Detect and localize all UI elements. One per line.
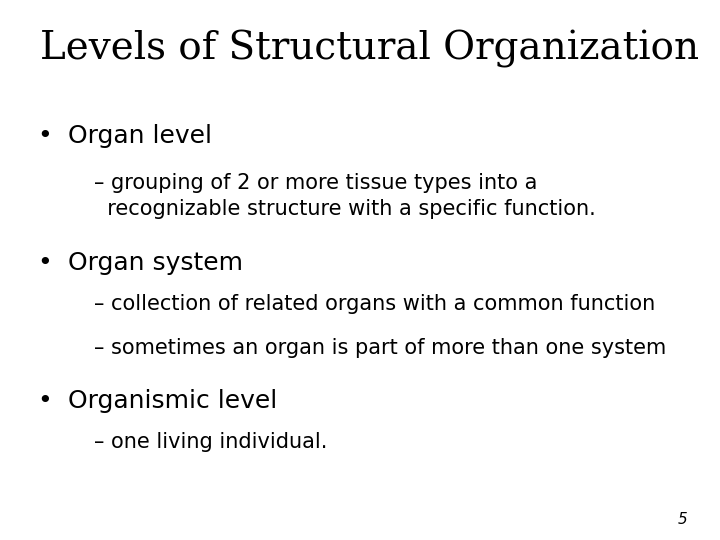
Text: 5: 5 [678,511,688,526]
Text: •: • [37,124,52,148]
Text: Organismic level: Organismic level [68,389,278,413]
Text: Organ system: Organ system [68,251,243,275]
Text: •: • [37,251,52,275]
Text: – grouping of 2 or more tissue types into a
  recognizable structure with a spec: – grouping of 2 or more tissue types int… [94,173,595,219]
Text: Levels of Structural Organization: Levels of Structural Organization [40,30,698,68]
Text: – collection of related organs with a common function: – collection of related organs with a co… [94,294,655,314]
Text: Organ level: Organ level [68,124,212,148]
Text: – sometimes an organ is part of more than one system: – sometimes an organ is part of more tha… [94,338,666,357]
Text: – one living individual.: – one living individual. [94,432,327,452]
Text: •: • [37,389,52,413]
